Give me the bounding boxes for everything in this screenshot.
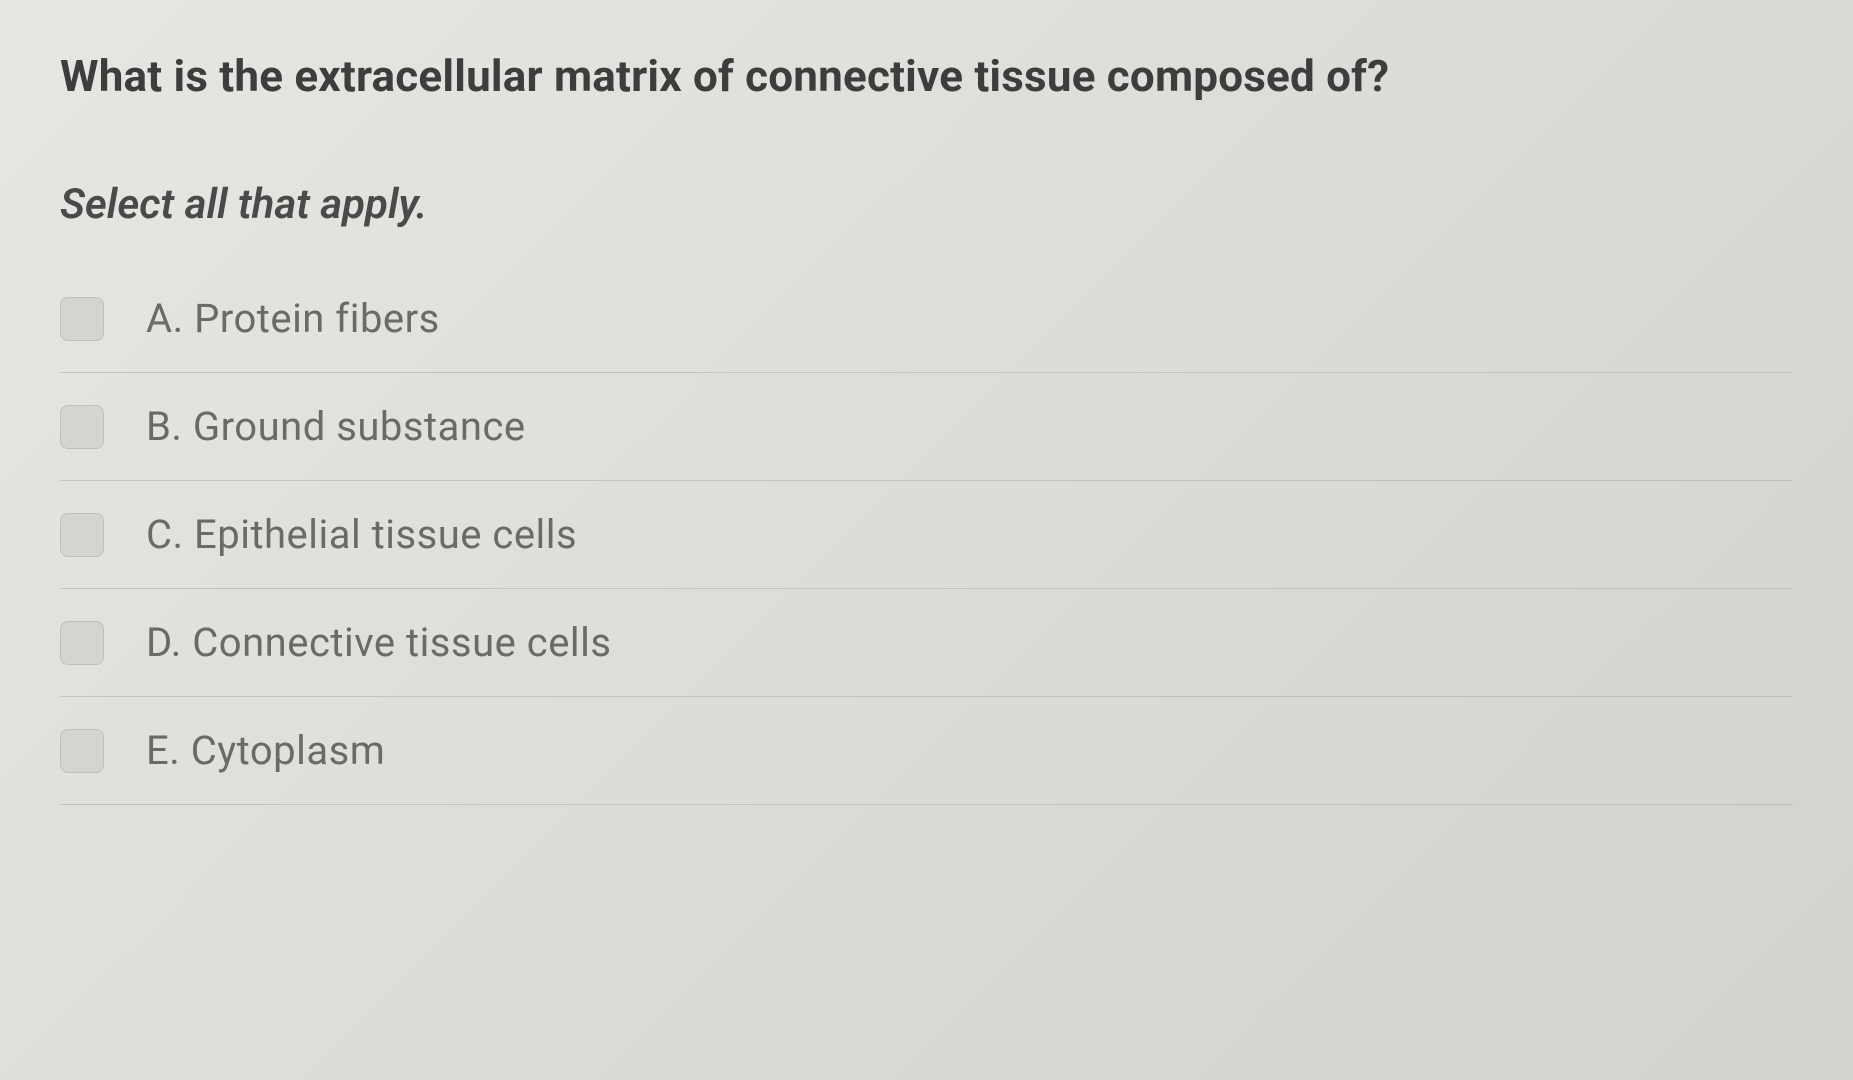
option-text: Protein fibers — [194, 295, 440, 342]
option-row-b[interactable]: B. Ground substance — [60, 373, 1793, 481]
checkbox-d[interactable] — [60, 621, 104, 665]
option-text: Connective tissue cells — [192, 619, 611, 666]
option-label: D. Connective tissue cells — [146, 619, 612, 666]
option-label: B. Ground substance — [146, 403, 526, 450]
option-row-d[interactable]: D. Connective tissue cells — [60, 589, 1793, 697]
option-letter: B. — [146, 403, 182, 450]
option-row-a[interactable]: A. Protein fibers — [60, 285, 1793, 373]
option-row-e[interactable]: E. Cytoplasm — [60, 697, 1793, 805]
option-letter: E. — [146, 727, 180, 774]
option-letter: C. — [146, 511, 184, 558]
option-label: C. Epithelial tissue cells — [146, 511, 577, 558]
checkbox-a[interactable] — [60, 297, 104, 341]
option-letter: D. — [146, 619, 182, 666]
question-instruction: Select all that apply. — [60, 180, 1793, 229]
checkbox-e[interactable] — [60, 729, 104, 773]
option-text: Ground substance — [193, 403, 526, 450]
checkbox-b[interactable] — [60, 405, 104, 449]
question-title: What is the extracellular matrix of conn… — [60, 50, 1793, 102]
option-label: A. Protein fibers — [146, 295, 440, 342]
option-text: Epithelial tissue cells — [194, 511, 577, 558]
checkbox-c[interactable] — [60, 513, 104, 557]
option-letter: A. — [146, 295, 184, 342]
option-label: E. Cytoplasm — [146, 727, 385, 774]
options-list: A. Protein fibers B. Ground substance C.… — [60, 285, 1793, 805]
option-text: Cytoplasm — [191, 727, 386, 774]
option-row-c[interactable]: C. Epithelial tissue cells — [60, 481, 1793, 589]
